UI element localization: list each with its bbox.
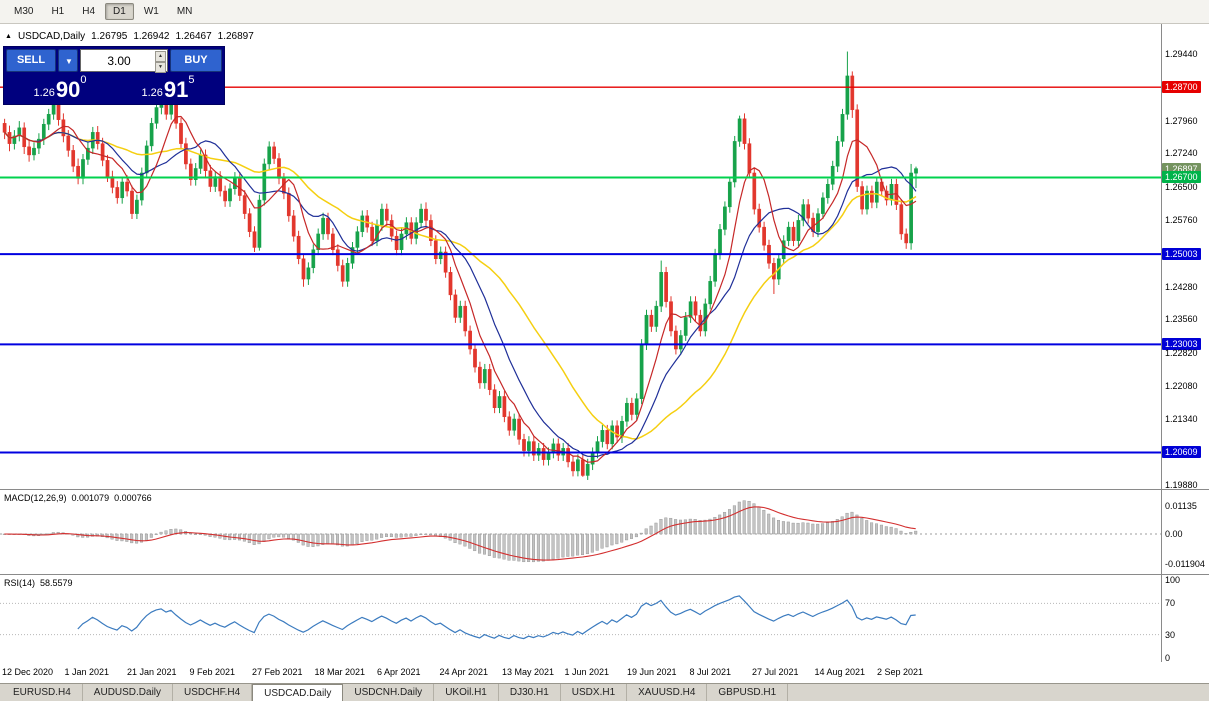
timeframe-toolbar: M30 H1 H4 D1 W1 MN <box>0 0 1209 24</box>
macd-scale-tick: 0.00 <box>1165 529 1183 539</box>
price-line-label-blue: 1.23003 <box>1162 338 1201 351</box>
macd-name: MACD(12,26,9) <box>4 493 67 503</box>
price-tick: 1.27240 <box>1165 148 1198 159</box>
timeframe-button-m30[interactable]: M30 <box>14 6 34 17</box>
ask-big-digits: 91 <box>163 77 189 102</box>
price-tick: 1.23560 <box>1165 314 1198 325</box>
price-tick: 1.22080 <box>1165 381 1198 392</box>
spinner-up-icon[interactable]: ▲ <box>155 51 166 62</box>
ask-prefix: 1.26 <box>141 87 163 99</box>
symbol-tab-usdchf-h4[interactable]: USDCHF.H4 <box>173 684 253 701</box>
rsi-scale-tick: 100 <box>1165 575 1181 585</box>
price-tick: 1.24280 <box>1165 281 1198 292</box>
date-label: 13 May 2021 <box>502 667 555 677</box>
timeframe-button-mn[interactable]: MN <box>176 6 193 17</box>
rsi-label: RSI(14) 58.5579 <box>4 578 73 588</box>
price-tick: 1.21340 <box>1165 414 1198 425</box>
low-value: 1.26467 <box>175 31 212 42</box>
price-tick: 1.27960 <box>1165 115 1198 126</box>
price-line-label-blue: 1.25003 <box>1162 248 1201 261</box>
symbol-tab-usdcad-daily[interactable]: USDCAD.Daily <box>252 684 344 701</box>
date-label: 19 Jun 2021 <box>627 667 677 677</box>
symbol-tab-audusd-daily[interactable]: AUDUSD.Daily <box>83 684 174 701</box>
macd-scale-tick: -0.011904 <box>1165 558 1205 569</box>
price-tick: 1.19880 <box>1165 480 1198 491</box>
bid-ask-display: 1.26 90 0 1.26 91 5 <box>6 74 222 102</box>
ask-pipette: 5 <box>188 74 195 86</box>
date-label: 8 Jul 2021 <box>689 667 732 677</box>
date-label: 27 Jul 2021 <box>752 667 799 677</box>
date-label: 1 Jan 2021 <box>64 667 110 677</box>
date-label: 27 Feb 2021 <box>252 667 303 677</box>
ask-price[interactable]: 1.26 91 5 <box>114 74 222 102</box>
symbol-tab-usdx-h1[interactable]: USDX.H1 <box>561 684 628 701</box>
rsi-scale-tick: 0 <box>1165 653 1171 663</box>
bid-prefix: 1.26 <box>33 87 55 99</box>
date-axis[interactable]: 12 Dec 2020 1 Jan 2021 21 Jan 2021 9 Feb 20… <box>0 662 1209 683</box>
symbol-tab-gbpusd-h1[interactable]: GBPUSD.H1 <box>707 684 789 701</box>
price-line-label-blue: 1.20609 <box>1162 446 1201 459</box>
rsi-scale-tick: 70 <box>1165 598 1176 609</box>
symbol-tab-usdcnh-daily[interactable]: USDCNH.Daily <box>343 684 435 701</box>
chevron-down-icon: ▼ <box>65 57 73 66</box>
price-line-label-red: 1.28700 <box>1162 81 1201 94</box>
date-label: 14 Aug 2021 <box>814 667 866 677</box>
up-triangle-icon: ▲ <box>5 32 12 40</box>
chart-symbol-label: USDCAD,Daily <box>17 31 86 42</box>
timeframe-button-d1[interactable]: D1 <box>105 3 134 20</box>
high-value: 1.26942 <box>133 31 170 42</box>
symbol-tab-eurusd-h4[interactable]: EURUSD.H4 <box>2 684 83 701</box>
rsi-value: 58.5579 <box>40 578 73 588</box>
symbol-tab-dj30-h1[interactable]: DJ30.H1 <box>499 684 561 701</box>
price-tick: 1.22820 <box>1165 347 1198 358</box>
bid-pipette: 0 <box>80 74 87 86</box>
close-value: 1.26897 <box>217 31 254 42</box>
macd-main-value: 0.001079 <box>71 493 110 503</box>
spinner-down-icon[interactable]: ▼ <box>155 62 166 73</box>
macd-label: MACD(12,26,9) 0.001079 0.000766 <box>4 493 152 503</box>
rsi-chart-canvas[interactable] <box>0 575 1161 662</box>
macd-chart-canvas[interactable] <box>0 490 1161 574</box>
date-label: 24 Apr 2021 <box>439 667 489 677</box>
open-value: 1.26795 <box>91 31 128 42</box>
chart-ohlc-title: ▲ USDCAD,Daily 1.26795 1.26942 1.26467 1… <box>5 31 254 42</box>
price-tick: 1.26500 <box>1165 181 1198 192</box>
volume-input[interactable] <box>81 52 167 69</box>
date-label: 9 Feb 2021 <box>189 667 236 677</box>
volume-dropdown-button[interactable]: ▼ <box>58 49 78 72</box>
rsi-name: RSI(14) <box>4 578 36 588</box>
macd-signal-value: 0.000766 <box>114 493 152 503</box>
price-tick: 1.25760 <box>1165 214 1198 225</box>
date-label: 1 Jun 2021 <box>564 667 610 677</box>
timeframe-button-h4[interactable]: H4 <box>82 6 96 17</box>
symbol-tabbar: EURUSD.H4 AUDUSD.Daily USDCHF.H4 USDCAD.Dai… <box>0 683 1209 701</box>
date-label: 2 Sep 2021 <box>877 667 924 677</box>
buy-button[interactable]: BUY <box>170 49 222 72</box>
price-scale-border <box>1161 24 1162 662</box>
timeframe-button-h1[interactable]: H1 <box>51 6 65 17</box>
price-tick: 1.29440 <box>1165 48 1198 59</box>
price-line-label-green: 1.26700 <box>1162 171 1201 184</box>
panel-divider <box>0 574 1209 575</box>
bid-price[interactable]: 1.26 90 0 <box>6 74 114 102</box>
symbol-tab-xauusd-h4[interactable]: XAUUSD.H4 <box>627 684 708 701</box>
date-label: 12 Dec 2020 <box>2 667 54 677</box>
volume-spinner: ▲ ▼ <box>155 51 166 73</box>
macd-scale-tick: 0.01135 <box>1165 500 1197 511</box>
date-label: 18 Mar 2021 <box>314 667 366 677</box>
rsi-scale-tick: 30 <box>1165 629 1176 640</box>
bid-big-digits: 90 <box>55 77 81 102</box>
timeframe-button-w1[interactable]: W1 <box>143 6 159 17</box>
date-label: 6 Apr 2021 <box>377 667 421 677</box>
panel-divider <box>0 489 1209 490</box>
date-label: 21 Jan 2021 <box>127 667 177 677</box>
volume-stepper: ▲ ▼ <box>80 49 168 73</box>
symbol-tab-ukoil-h1[interactable]: UKOil.H1 <box>434 684 499 701</box>
sell-button[interactable]: SELL <box>6 49 56 72</box>
